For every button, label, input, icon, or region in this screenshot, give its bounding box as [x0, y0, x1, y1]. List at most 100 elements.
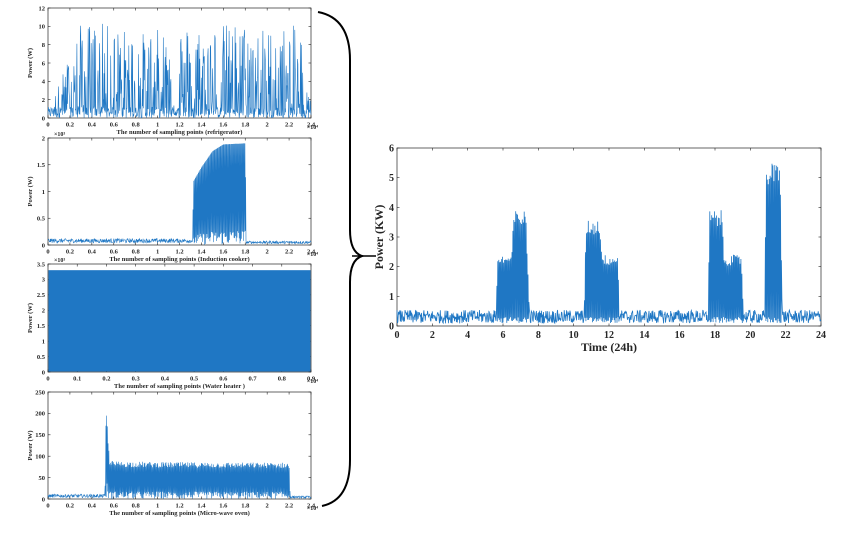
x-tick-label: 1.2	[175, 503, 183, 510]
series-line	[47, 415, 312, 500]
x-tick-label: 0.1	[73, 376, 81, 383]
x-tick-label: 1.4	[197, 503, 206, 510]
y-tick-label: 3	[42, 277, 46, 284]
x-tick-label: 2	[266, 503, 269, 510]
series-fill	[48, 270, 311, 372]
x-tick-label: 1	[156, 503, 159, 510]
x-tick-label: 1.6	[219, 249, 228, 256]
x-tick-label: 1.8	[241, 249, 250, 256]
x-tick-label: 2.4	[307, 249, 316, 256]
chart-micro-wave-oven: 0 0.2 0.4 0.6 0.8 1 1.2 1.4 1.6 1.8 2 2.2 2.4 0 50 100 1…	[27, 389, 318, 517]
x-tick-label: 1.6	[219, 122, 228, 129]
x-tick-label: 0.8	[132, 122, 141, 129]
x-tick-label: 0	[46, 249, 49, 256]
y-tick-label: 2	[42, 97, 45, 104]
x-tick-label: 0	[46, 503, 49, 510]
grouping-brace	[317, 11, 366, 507]
y-tick-label: 1.5	[37, 162, 46, 169]
y-tick-label: 150	[35, 432, 45, 439]
series-line	[47, 143, 312, 245]
y-tick-label: 2.5	[37, 292, 46, 299]
x-tick-label: 24	[816, 330, 826, 341]
x-tick-label: 6	[501, 330, 506, 341]
x-tick-label: 0	[46, 376, 49, 383]
x-axis-label: The number of sampling points (Water hea…	[114, 383, 245, 390]
x-tick-label: 1.8	[241, 122, 250, 129]
y-tick-label: 0	[42, 115, 45, 122]
x-tick-label: 1	[156, 122, 159, 129]
x-tick-label: 1.2	[175, 249, 183, 256]
y-tick-label: 3	[389, 233, 394, 244]
x-tick-label: 1.4	[197, 122, 206, 129]
x-tick-label: 2.4	[307, 503, 316, 510]
y-tick-label: 250	[35, 389, 45, 396]
x-tick-label: 0.2	[66, 122, 74, 129]
x-tick-label: 0.3	[132, 376, 141, 383]
chart-water-heater: 0 0.1 0.2 0.3 0.4 0.5 0.6 0.7 0.8 0.9 0 0.5 1 1.5 2 2.5…	[27, 258, 318, 390]
x-tick-label: 0.2	[66, 249, 74, 256]
x-tick-label: 1.6	[219, 503, 228, 510]
x-tick-label: 0	[46, 122, 49, 129]
y-axis-label: Power (W)	[27, 303, 34, 333]
x-tick-label: 2.2	[285, 503, 293, 510]
x-multiplier: ×10⁴	[307, 252, 318, 258]
x-tick-label: 1.4	[197, 249, 206, 256]
x-tick-label: 0.9	[307, 376, 316, 383]
y-tick-label: 0.5	[37, 216, 46, 223]
x-tick-label: 0.7	[248, 376, 257, 383]
y-tick-label: 1	[389, 292, 394, 303]
y-axis-label: Power (W)	[27, 176, 34, 206]
x-axis-label: The number of sampling points (refrigera…	[117, 129, 243, 136]
x-tick-label: 0.6	[219, 376, 228, 383]
x-tick-label: 0	[395, 330, 400, 341]
y-axis-label: Power (W)	[27, 430, 34, 460]
x-tick-label: 0.4	[88, 249, 97, 256]
y-axis-label: Power (W)	[27, 48, 34, 78]
x-tick-label: 0.6	[110, 122, 119, 129]
x-tick-label: 0.8	[278, 376, 287, 383]
x-multiplier: ×10⁴	[307, 379, 318, 385]
x-axis-label: Time (24h)	[581, 340, 637, 354]
x-tick-label: 0.8	[132, 249, 141, 256]
x-tick-label: 14	[639, 330, 649, 341]
y-tick-label: 0	[389, 322, 394, 333]
x-tick-label: 2.2	[285, 122, 293, 129]
y-tick-label: 6	[389, 144, 394, 155]
x-tick-label: 0.4	[161, 376, 170, 383]
x-tick-label: 0.5	[190, 376, 199, 383]
y-tick-label: 50	[39, 475, 46, 482]
x-tick-label: 0.8	[132, 503, 141, 510]
y-tick-label: 0	[42, 369, 45, 376]
x-tick-label: 1.2	[175, 122, 183, 129]
chart-induction-cooker: 0 0.2 0.4 0.6 0.8 1 1.2 1.4 1.6 1.8 2 2.2 2.4 0 0.5 1 1.…	[27, 132, 318, 263]
x-tick-label: 0.2	[66, 503, 74, 510]
y-tick-label: 10	[39, 24, 46, 31]
x-multiplier: ×10⁴	[307, 506, 318, 512]
y-tick-label: 1	[42, 338, 45, 345]
x-tick-label: 1.8	[241, 503, 250, 510]
x-tick-label: 16	[675, 330, 685, 341]
series-line	[396, 163, 822, 325]
y-tick-label: 0	[42, 242, 45, 249]
series-line	[47, 23, 312, 119]
x-tick-label: 2.4	[307, 122, 316, 129]
x-tick-label: 1	[156, 249, 159, 256]
plot-area	[47, 137, 312, 246]
y-tick-label: 6	[42, 60, 46, 67]
x-tick-label: 18	[710, 330, 720, 341]
x-tick-label: 10	[569, 330, 579, 341]
x-tick-label: 2	[266, 122, 269, 129]
x-tick-label: 0.2	[102, 376, 110, 383]
x-multiplier: ×10⁴	[307, 125, 318, 131]
x-tick-label: 12	[604, 330, 614, 341]
y-tick-label: 100	[35, 453, 45, 460]
x-tick-label: 2	[266, 249, 269, 256]
y-tick-label: 2	[389, 262, 394, 273]
y-tick-label: 4	[389, 203, 394, 214]
y-multiplier: ×10³	[54, 258, 65, 264]
x-tick-label: 4	[465, 330, 470, 341]
y-tick-label: 0.5	[37, 354, 46, 361]
